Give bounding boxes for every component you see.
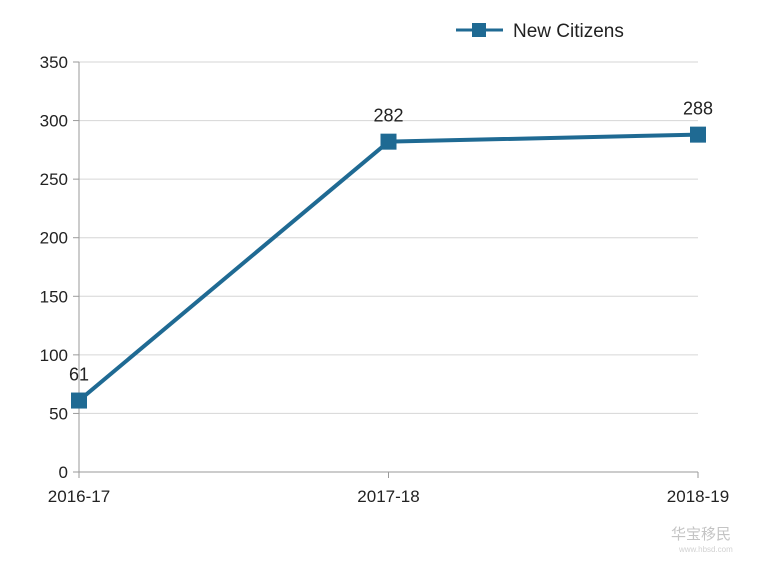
- data-point-marker: [690, 126, 706, 143]
- y-tick-label: 0: [59, 463, 68, 482]
- x-tick-label: 2017-18: [357, 487, 419, 506]
- y-tick-label: 100: [40, 346, 68, 365]
- gridlines: [73, 61, 699, 478]
- data-point-marker: [380, 133, 397, 150]
- series-group: [71, 126, 706, 409]
- data-label: 282: [373, 106, 403, 126]
- x-tick-label: 2016-17: [48, 487, 110, 506]
- data-label: 61: [69, 365, 89, 385]
- y-tick-labels: 0 50 100 150 200 250 300 350: [40, 53, 68, 482]
- x-tick-label: 2018-19: [667, 487, 729, 506]
- y-tick-label: 200: [40, 229, 68, 248]
- watermark-text: 华宝移民: [671, 525, 731, 543]
- data-point-marker: [71, 392, 87, 409]
- y-tick-label: 150: [40, 287, 68, 306]
- legend-marker-swatch: [472, 23, 486, 37]
- y-tick-label: 250: [40, 170, 68, 189]
- watermark-subtext: www.hbsd.com: [678, 545, 733, 554]
- legend: New Citizens: [456, 21, 624, 42]
- legend-label: New Citizens: [513, 21, 624, 42]
- y-tick-label: 350: [40, 53, 68, 72]
- x-tick-labels: 2016-17 2017-18 2018-19: [48, 487, 729, 506]
- series-line: [77, 132, 699, 403]
- data-labels: 61 282 288: [69, 99, 713, 385]
- data-label: 288: [683, 99, 713, 119]
- y-tick-label: 300: [40, 112, 68, 131]
- y-tick-label: 50: [49, 404, 68, 423]
- watermark: 华宝移民 www.hbsd.com: [671, 525, 733, 554]
